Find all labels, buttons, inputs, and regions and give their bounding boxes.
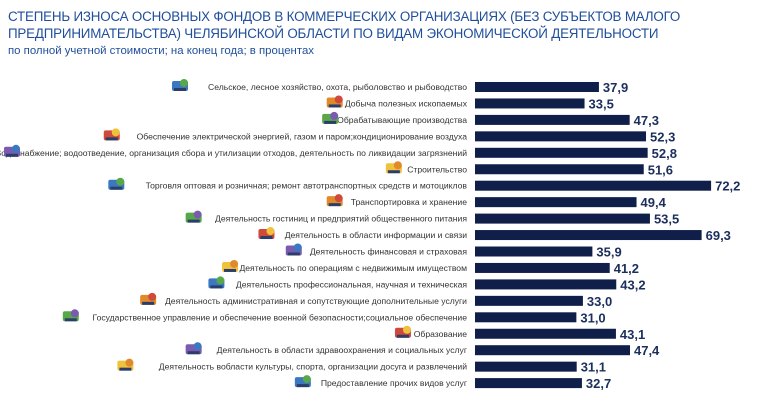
culture-sport-icon: [117, 358, 134, 371]
bar: [475, 345, 630, 356]
bar: [475, 230, 702, 241]
graduation-cap-icon: [394, 325, 411, 338]
category-label: Транспортировка и хранение: [351, 197, 467, 207]
value-label: 31,0: [580, 310, 605, 325]
category-label: Обрабатывающие производства: [337, 115, 467, 125]
category-label: Строительство: [407, 164, 467, 174]
bar: [475, 114, 630, 125]
category-label: Обеспечение электрической энергией, газо…: [137, 131, 468, 141]
bar: [475, 164, 644, 175]
car-trade-icon: [108, 177, 125, 190]
category-label: Деятельность в области информации и связ…: [285, 230, 468, 240]
officer-person-icon: [62, 309, 79, 322]
bar: [475, 147, 648, 158]
value-label: 33,0: [587, 294, 612, 309]
bar: [475, 98, 585, 109]
water-supply-icon: [4, 144, 20, 157]
category-label: Сельское, лесное хозяйство, охота, рыбол…: [208, 82, 467, 92]
value-label: 32,7: [586, 376, 611, 391]
category-label: Деятельность профессиональная, научная и…: [236, 279, 467, 289]
category-label: Деятельность по операциям с недвижимым и…: [239, 263, 467, 273]
bar: [475, 361, 577, 372]
value-label: 47,3: [634, 113, 659, 128]
category-label: Торговля оптовая и розничная; ремонт авт…: [146, 181, 468, 191]
value-label: 51,6: [648, 162, 673, 177]
service-worker-icon: [294, 375, 311, 388]
chart-subtitle: по полной учетной стоимости; на конец го…: [8, 45, 314, 57]
value-label: 33,5: [589, 96, 614, 111]
category-label: Деятельность в области здравоохранения и…: [217, 345, 467, 355]
value-label: 43,1: [620, 327, 645, 342]
category-label: Водоснабжение; водоотведение, организаци…: [0, 148, 467, 158]
agriculture-icon: [172, 79, 188, 91]
science-microscope-icon: [208, 276, 225, 289]
bar: [475, 131, 647, 142]
value-label: 72,2: [715, 179, 740, 194]
bar: [475, 312, 577, 323]
category-label: Деятельность финансовая и страховая: [310, 247, 468, 257]
value-label: 69,3: [706, 228, 731, 243]
value-label: 37,9: [603, 80, 628, 95]
bar: [475, 197, 637, 208]
bar: [475, 262, 610, 273]
value-label: 31,1: [581, 360, 606, 375]
chart-title: СТЕПЕНЬ ИЗНОСА ОСНОВНЫХ ФОНДОВ В КОММЕРЧ…: [8, 9, 681, 41]
bar: [475, 279, 617, 290]
category-label: Добыча полезных ископаемых: [345, 98, 468, 108]
bar: [475, 180, 712, 191]
mining-icon: [326, 95, 343, 108]
real-estate-house-icon: [222, 259, 239, 272]
value-label: 52,8: [652, 146, 677, 161]
manufacturing-gear-icon: [322, 111, 339, 124]
value-label: 49,4: [641, 195, 667, 210]
healthcare-icon: [185, 342, 202, 355]
value-label: 53,5: [654, 212, 679, 227]
bar: [475, 82, 599, 92]
value-label: 35,9: [596, 245, 621, 260]
finance-money-icon: [285, 243, 302, 256]
category-label: Деятельность гостиниц и предприятий обще…: [215, 214, 467, 224]
category-label: Деятельность вобласти культуры, спорта, …: [159, 362, 467, 372]
value-label: 52,3: [650, 129, 675, 144]
construction-icon: [385, 161, 402, 174]
transport-bus-icon: [326, 194, 343, 207]
bar: [475, 328, 616, 339]
bar: [475, 213, 650, 224]
category-label: Предоставление прочих видов услуг: [321, 378, 467, 388]
hospitality-icon: [185, 210, 202, 223]
bar: [475, 246, 593, 257]
bar: [475, 295, 583, 306]
office-building-icon: [140, 292, 157, 305]
value-label: 47,4: [634, 343, 660, 358]
category-label: Деятельность административная и сопутств…: [165, 296, 467, 306]
bar: [475, 378, 582, 389]
category-label: Образование: [414, 329, 467, 339]
telecom-phone-icon: [258, 227, 275, 240]
category-label: Государственное управление и обеспечение…: [92, 312, 467, 322]
electricity-icon: [103, 128, 120, 141]
value-label: 41,2: [614, 261, 639, 276]
value-label: 43,2: [620, 277, 645, 292]
